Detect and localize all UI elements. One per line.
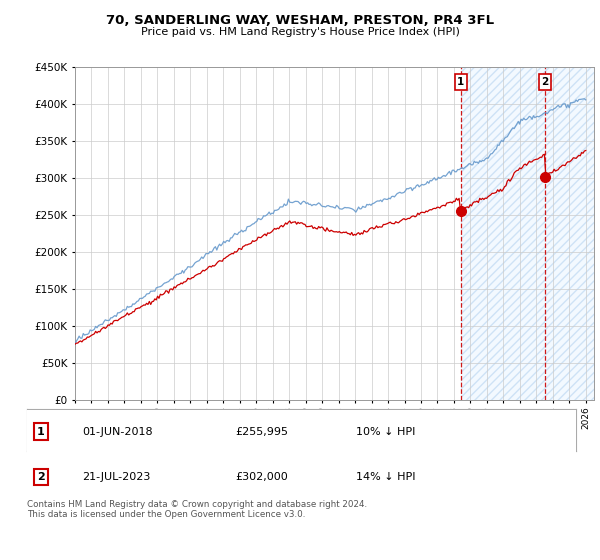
Text: Contains HM Land Registry data © Crown copyright and database right 2024.
This d: Contains HM Land Registry data © Crown c… xyxy=(27,500,367,519)
Text: £302,000: £302,000 xyxy=(236,472,289,482)
Text: 70, SANDERLING WAY, WESHAM, PRESTON, PR4 3FL (detached house): 70, SANDERLING WAY, WESHAM, PRESTON, PR4… xyxy=(74,416,424,426)
Polygon shape xyxy=(461,67,594,400)
Text: 01-JUN-2018: 01-JUN-2018 xyxy=(82,427,152,437)
Text: 2: 2 xyxy=(542,77,549,87)
Text: 1: 1 xyxy=(37,427,44,437)
Text: 14% ↓ HPI: 14% ↓ HPI xyxy=(356,472,416,482)
Text: HPI: Average price, detached house, Fylde: HPI: Average price, detached house, Fyld… xyxy=(74,437,284,446)
Text: 1: 1 xyxy=(457,77,464,87)
Text: 70, SANDERLING WAY, WESHAM, PRESTON, PR4 3FL: 70, SANDERLING WAY, WESHAM, PRESTON, PR4… xyxy=(106,14,494,27)
Text: 2: 2 xyxy=(37,472,44,482)
Text: Price paid vs. HM Land Registry's House Price Index (HPI): Price paid vs. HM Land Registry's House … xyxy=(140,27,460,37)
Text: 21-JUL-2023: 21-JUL-2023 xyxy=(82,472,150,482)
Text: 10% ↓ HPI: 10% ↓ HPI xyxy=(356,427,416,437)
Text: £255,995: £255,995 xyxy=(236,427,289,437)
